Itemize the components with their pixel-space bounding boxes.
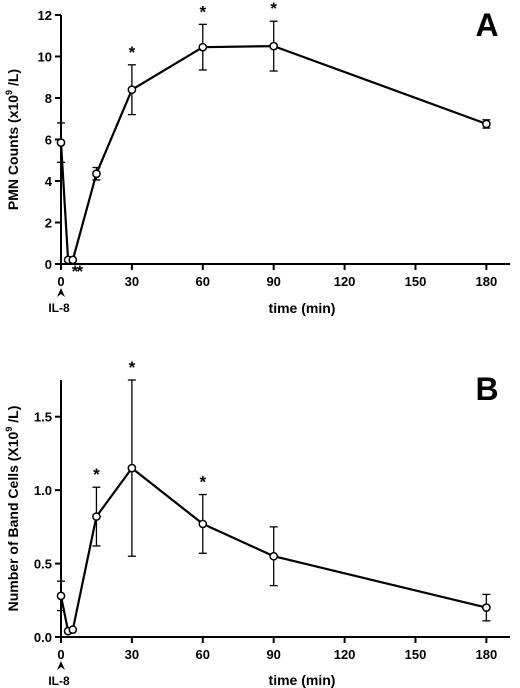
panel-b-chart: 0.0 0.5 1.0 1.5 0 30 60 90 120 150 180 IL-8 time (mi… <box>4 358 510 688</box>
y-axis-label-main: PMN Counts (x10 <box>5 95 21 210</box>
significance-mark: * <box>199 2 206 21</box>
panel-label: B <box>475 371 498 407</box>
data-point <box>269 41 279 51</box>
data-point <box>92 169 101 179</box>
il8-arrow-icon <box>57 288 65 297</box>
significance-mark: * <box>72 262 79 281</box>
data-point <box>198 42 208 52</box>
x-tick-label: 60 <box>196 647 210 662</box>
data-point <box>68 255 78 265</box>
significance-mark: * <box>129 358 136 377</box>
data-point <box>482 603 491 612</box>
x-axis-label: time (min) <box>269 672 336 688</box>
x-tick-label: 90 <box>266 647 280 662</box>
y-tick-label: 10 <box>38 50 52 65</box>
data-point <box>56 591 66 601</box>
y-tick-label: 6 <box>45 133 52 148</box>
data-point <box>198 519 208 529</box>
data-point <box>68 625 78 635</box>
x-tick-label: 60 <box>196 274 210 289</box>
x-axis-label: time (min) <box>269 300 336 316</box>
y-axis-label-main: Number of Band Cells (X10 <box>5 431 21 611</box>
data-point <box>269 551 279 561</box>
significance-mark: * <box>93 465 100 484</box>
il8-arrow-icon <box>57 661 65 670</box>
x-tick-label: 90 <box>266 274 280 289</box>
y-tick-label: 0.0 <box>34 630 52 645</box>
il8-label: IL-8 <box>48 301 70 315</box>
y-tick-label: 1.0 <box>34 483 52 498</box>
x-tick-label: 0 <box>57 647 64 662</box>
significance-mark: * <box>270 0 277 18</box>
data-point <box>127 463 137 473</box>
y-tick-label: 1.5 <box>34 410 52 425</box>
y-tick-label: 2 <box>45 216 52 231</box>
x-tick-label: 180 <box>476 274 498 289</box>
significance-mark: * <box>129 43 136 62</box>
x-tick-label: 120 <box>334 647 356 662</box>
significance-mark: * <box>199 473 206 492</box>
y-tick-label: 4 <box>45 174 53 189</box>
y-axis-label-tail: /L) <box>5 406 21 427</box>
y-tick-label: 0 <box>45 257 52 272</box>
il8-label: IL-8 <box>48 674 70 688</box>
y-tick-label: 8 <box>45 91 52 106</box>
data-point <box>56 138 66 147</box>
y-tick-label: 0.5 <box>34 557 52 572</box>
panel-label: A <box>475 7 498 43</box>
x-tick-label: 0 <box>57 274 64 289</box>
x-tick-label: 180 <box>476 647 498 662</box>
x-tick-label: 120 <box>334 274 356 289</box>
y-axis-label-sup: 9 <box>4 427 14 432</box>
x-tick-label: 30 <box>125 274 139 289</box>
y-axis-label: PMN Counts (x109 /L) <box>4 69 21 210</box>
data-point <box>127 85 137 95</box>
data-point <box>482 119 491 129</box>
series-line <box>59 45 487 261</box>
y-axis-label-sup: 9 <box>4 90 14 95</box>
x-tick-label: 150 <box>405 647 427 662</box>
y-tick-label: 12 <box>38 8 52 23</box>
y-axis-label-tail: /L) <box>5 69 21 90</box>
x-tick-label: 150 <box>405 274 427 289</box>
y-axis-label: Number of Band Cells (X109 /L) <box>4 406 21 612</box>
x-tick-label: 30 <box>125 647 139 662</box>
significance-mark: * <box>77 262 84 281</box>
data-point <box>92 512 101 521</box>
